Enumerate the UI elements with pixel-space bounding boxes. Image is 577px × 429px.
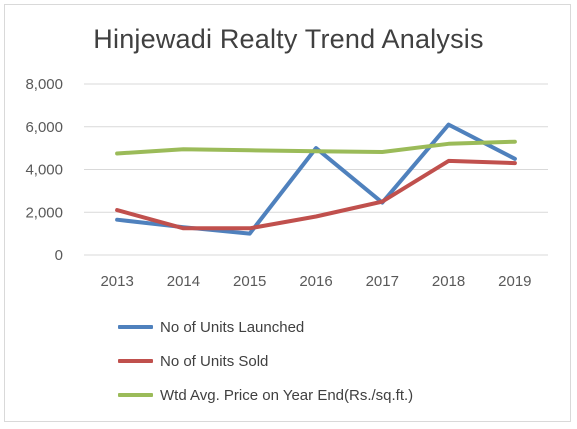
series-line-2 xyxy=(115,139,517,156)
legend-swatch-units-launched xyxy=(118,325,153,329)
series-lines xyxy=(115,122,517,236)
legend-item-units-sold: No of Units Sold xyxy=(118,344,413,378)
x-tick-label: 2018 xyxy=(432,273,465,290)
series-line-1 xyxy=(115,158,517,231)
x-tick-label: 2013 xyxy=(100,273,133,290)
y-tick-label: 6,000 xyxy=(25,119,63,136)
y-tick-label: 4,000 xyxy=(25,162,63,179)
legend: No of Units Launched No of Units Sold Wt… xyxy=(118,310,413,412)
legend-item-units-launched: No of Units Launched xyxy=(118,310,413,344)
y-axis-ticks: 0 2,000 4,000 6,000 8,000 xyxy=(25,76,63,264)
y-tick-label: 0 xyxy=(55,247,63,264)
chart-title: Hinjewadi Realty Trend Analysis xyxy=(93,24,484,54)
x-axis-ticks: 2013 2014 2015 2016 2017 2018 2019 xyxy=(100,273,531,290)
legend-item-avg-price: Wtd Avg. Price on Year End(Rs./sq.ft.) xyxy=(118,378,413,412)
x-tick-label: 2019 xyxy=(498,273,531,290)
legend-swatch-units-sold xyxy=(118,359,153,363)
x-tick-label: 2015 xyxy=(233,273,266,290)
legend-swatch-avg-price xyxy=(118,393,153,397)
x-tick-label: 2014 xyxy=(167,273,200,290)
chart-frame xyxy=(4,4,571,422)
x-tick-label: 2017 xyxy=(366,273,399,290)
y-tick-label: 2,000 xyxy=(25,204,63,221)
legend-label-units-sold: No of Units Sold xyxy=(160,352,269,370)
x-tick-label: 2016 xyxy=(299,273,332,290)
legend-label-units-launched: No of Units Launched xyxy=(160,318,305,336)
y-tick-label: 8,000 xyxy=(25,76,63,93)
legend-label-avg-price: Wtd Avg. Price on Year End(Rs./sq.ft.) xyxy=(160,386,414,404)
gridlines xyxy=(84,83,548,256)
